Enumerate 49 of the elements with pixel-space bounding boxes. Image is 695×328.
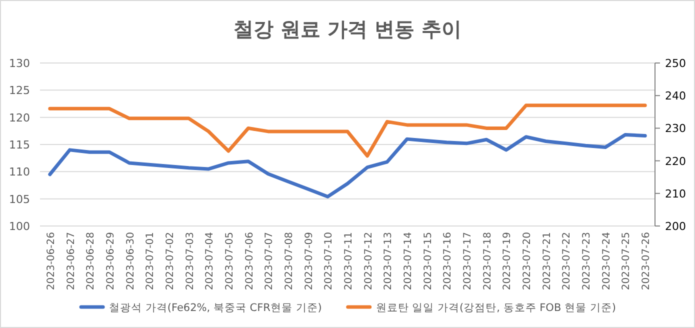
x-tick-label: 2023-07-09: [304, 232, 315, 290]
x-tick-label: 2023-07-21: [542, 232, 553, 290]
line-series: [48, 132, 647, 198]
x-tick-label: 2023-07-01: [145, 232, 156, 290]
x-tick-label: 2023-07-23: [582, 232, 593, 290]
x-tick-label: 2023-07-25: [621, 232, 632, 290]
x-tick-label: 2023-07-08: [284, 232, 295, 290]
x-tick-label: 2023-06-27: [66, 232, 77, 290]
y-tick-label: 115: [9, 138, 30, 152]
x-tick-label: 2023-07-26: [641, 232, 652, 290]
x-tick-label: 2023-07-14: [403, 232, 414, 290]
x-tick-label: 2023-06-26: [46, 232, 57, 290]
y2-tick-label: 240: [665, 90, 686, 103]
y-tick-label: 120: [9, 111, 30, 124]
x-tick-label: 2023-07-02: [164, 232, 176, 290]
y2-tick-label: 250: [665, 57, 686, 70]
chart-title: 철강 원료 가격 변동 추이: [234, 17, 462, 41]
x-tick-label: 2023-07-11: [344, 232, 354, 290]
x-tick-label: 2023-07-04: [204, 232, 216, 290]
x-tick-label: 2023-06-28: [86, 232, 97, 290]
x-tick-label: 2023-07-05: [224, 232, 236, 290]
legend-label: 원료탄 일일 가격(강점탄, 동호주 FOB 현물 기준): [376, 302, 616, 314]
x-tick-label: 2023-07-20: [522, 232, 534, 290]
x-tick-label: 2023-07-12: [363, 232, 374, 290]
y2-tick-label: 230: [665, 122, 686, 136]
y-tick-label: 100: [9, 220, 30, 233]
x-tick-label: 2023-07-10: [324, 232, 335, 290]
y-tick-label: 130: [9, 57, 30, 70]
x-tick-label: 2023-07-15: [422, 232, 434, 290]
y-tick-label: 125: [9, 84, 30, 98]
y-tick-label: 110: [9, 166, 30, 179]
y2-tick-label: 220: [665, 154, 686, 168]
x-tick-label: 2023-07-16: [442, 232, 454, 290]
x-tick-label: 2023-07-24: [601, 232, 612, 290]
line-series: [48, 104, 647, 158]
x-tick-label: 2023-07-19: [502, 232, 514, 290]
x-tick-label: 2023-07-13: [383, 232, 394, 290]
x-tick-label: 2023-07-07: [264, 232, 276, 290]
y2-tick-label: 210: [665, 187, 686, 200]
x-tick-label: 2023-07-17: [462, 232, 474, 290]
x-tick-label: 2023-07-22: [562, 232, 573, 290]
y2-tick-label: 200: [665, 220, 686, 233]
x-tick-label: 2023-06-30: [125, 232, 136, 290]
legend-label: 철광석 가격(Fe62%, 북중국 CFR현물 기준): [109, 302, 322, 314]
x-tick-label: 2023-07-03: [184, 232, 196, 290]
x-tick-label: 2023-06-29: [105, 232, 116, 290]
x-tick-label: 2023-07-06: [244, 232, 256, 290]
y-tick-label: 105: [9, 192, 30, 206]
x-tick-label: 2023-07-18: [482, 232, 494, 290]
